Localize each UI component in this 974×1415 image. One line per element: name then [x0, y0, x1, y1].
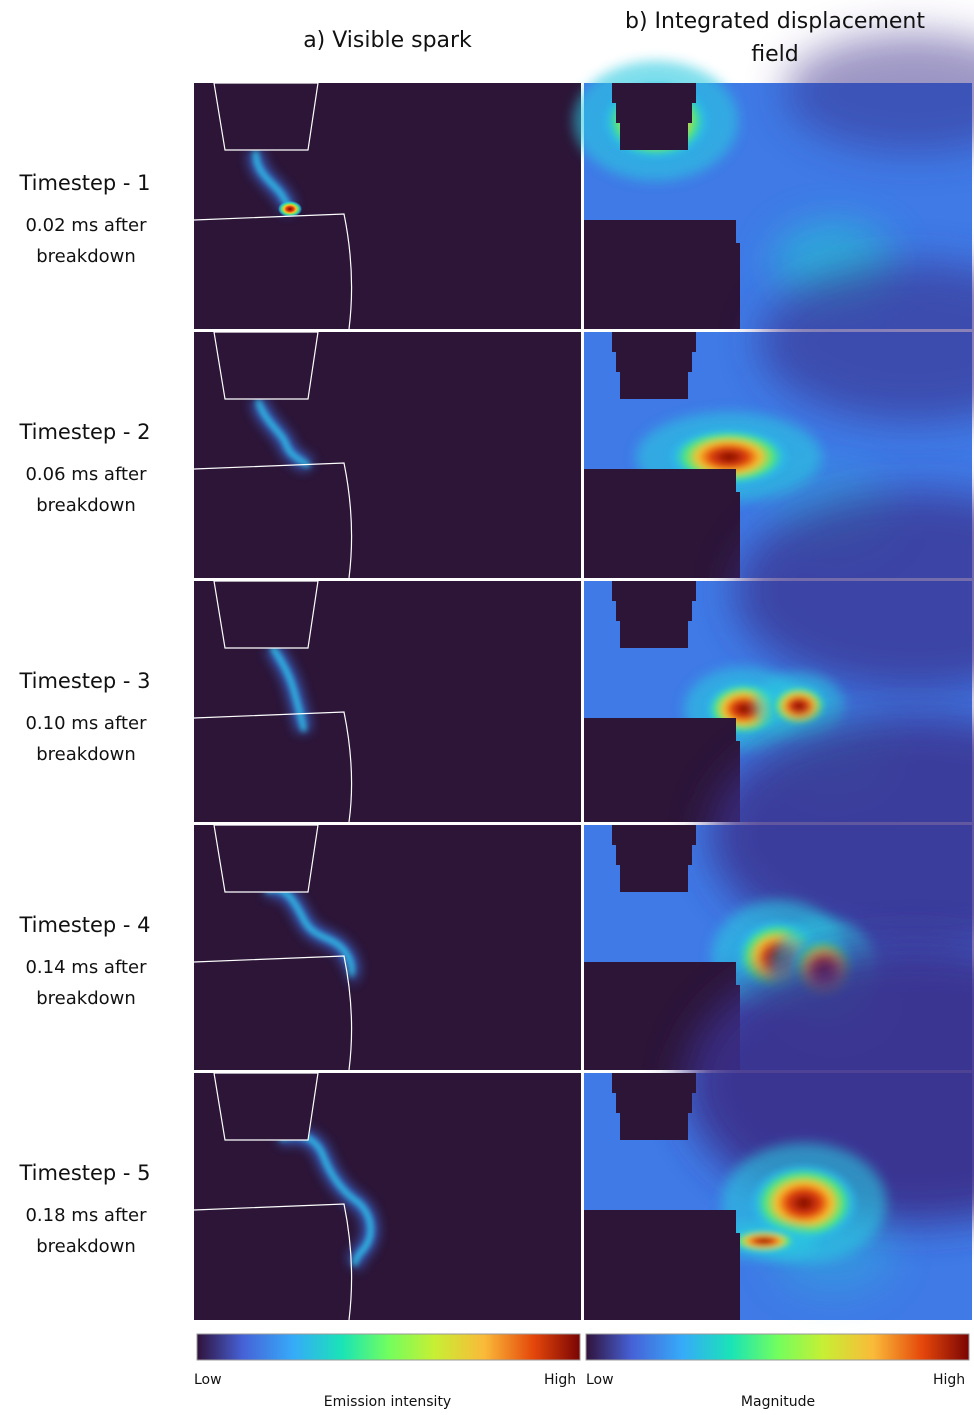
electrode-outline [214, 83, 318, 150]
colorbar-high: High [933, 1372, 965, 1388]
electrode-outline [214, 825, 318, 892]
row-time: 0.06 ms after breakdown [11, 459, 161, 521]
spark-image [194, 332, 581, 578]
electrode-outline [214, 332, 318, 399]
row-time: 0.18 ms after breakdown [11, 1200, 161, 1262]
electrode-outline [214, 581, 318, 648]
colorbar-title: Magnitude [584, 1394, 972, 1410]
colorbar-title: Emission intensity [194, 1394, 581, 1410]
row-label: Timestep - 4 [0, 913, 170, 937]
column-header: a) Visible spark [194, 24, 581, 57]
electrode [612, 825, 696, 892]
colorbar [197, 1334, 580, 1360]
electrode [612, 581, 696, 648]
electrode [584, 469, 740, 578]
electrode-outline [214, 1073, 318, 1140]
spark-image [194, 1073, 581, 1320]
electrode [612, 83, 696, 150]
colorbar-low: Low [194, 1372, 222, 1388]
column-header: b) Integrated displacement field [600, 5, 950, 71]
row-label: Timestep - 2 [0, 420, 170, 444]
figure: {"headers": {"a": "a) Visible spark", "b… [0, 0, 974, 1415]
row-time: 0.10 ms after breakdown [11, 708, 161, 770]
electrode [584, 1210, 740, 1320]
electrode [584, 220, 740, 329]
hotspot [769, 684, 829, 728]
row-time: 0.14 ms after breakdown [11, 952, 161, 1014]
row-label: Timestep - 1 [0, 171, 170, 195]
spark-image [194, 825, 581, 1070]
colorbar-low: Low [586, 1372, 614, 1388]
row-label: Timestep - 3 [0, 669, 170, 693]
electrode [612, 1073, 696, 1140]
spark-image [194, 83, 581, 329]
row-time: 0.02 ms after breakdown [11, 210, 161, 272]
colorbar-high: High [544, 1372, 576, 1388]
spark-hotspot [278, 201, 302, 217]
electrode [612, 332, 696, 399]
colorbar [586, 1334, 969, 1360]
row-label: Timestep - 5 [0, 1161, 170, 1185]
spark-image [194, 581, 581, 822]
